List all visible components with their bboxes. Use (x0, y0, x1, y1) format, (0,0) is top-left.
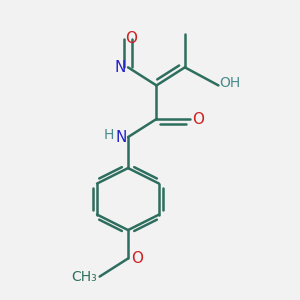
Text: H: H (103, 128, 114, 142)
Text: N: N (116, 130, 127, 145)
Text: O: O (124, 32, 136, 46)
Text: CH₃: CH₃ (71, 270, 97, 283)
Text: O: O (193, 112, 205, 127)
Text: OH: OH (220, 76, 241, 90)
Text: N: N (114, 60, 125, 75)
Text: O: O (130, 251, 142, 266)
